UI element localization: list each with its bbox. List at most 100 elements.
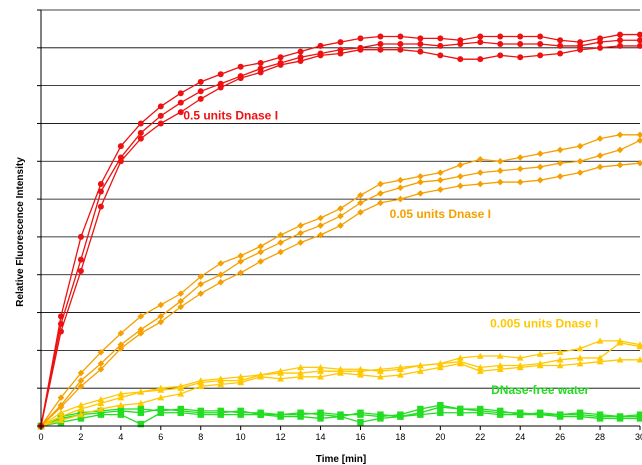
data-point	[437, 52, 444, 59]
data-point	[237, 411, 244, 418]
data-point	[357, 199, 364, 207]
data-point	[237, 258, 244, 265]
data-point	[277, 413, 284, 420]
data-point	[557, 42, 564, 49]
data-point	[57, 403, 65, 411]
data-point	[337, 222, 344, 229]
data-point	[117, 158, 124, 165]
data-point	[576, 142, 584, 150]
data-point	[257, 258, 264, 265]
data-point	[517, 33, 524, 40]
data-point	[496, 178, 504, 186]
data-point	[97, 180, 104, 187]
data-point	[197, 88, 204, 95]
data-point	[317, 214, 324, 222]
data-point	[497, 411, 504, 418]
data-point	[596, 163, 604, 171]
data-point	[257, 243, 264, 250]
data-point	[437, 176, 444, 184]
data-point	[57, 416, 65, 424]
data-point	[137, 405, 145, 413]
data-point	[217, 271, 224, 279]
data-point	[536, 150, 544, 158]
data-point	[77, 267, 84, 274]
data-point	[576, 345, 584, 352]
data-point	[377, 46, 384, 53]
data-point	[457, 405, 464, 413]
data-point	[157, 386, 165, 393]
x-tick-label: 18	[395, 432, 405, 442]
data-point	[437, 409, 444, 416]
x-tick-label: 30	[635, 432, 642, 442]
data-point	[377, 41, 384, 48]
series-group	[37, 337, 642, 429]
data-point	[137, 326, 145, 333]
data-point	[137, 135, 144, 142]
data-point	[556, 362, 564, 369]
data-point	[237, 373, 245, 380]
data-point	[556, 159, 564, 167]
data-point	[177, 409, 184, 416]
data-point	[297, 363, 304, 371]
data-point	[557, 37, 564, 44]
data-point	[617, 31, 624, 38]
data-point	[317, 231, 324, 239]
data-point	[277, 367, 284, 374]
data-point	[297, 413, 304, 420]
data-point	[516, 354, 524, 361]
data-point	[157, 318, 165, 326]
data-point	[297, 239, 304, 246]
data-point	[197, 411, 204, 418]
data-point	[536, 350, 544, 357]
data-point	[177, 390, 185, 397]
series-label: 0.5 units Dnase I	[183, 109, 278, 123]
data-point	[596, 358, 604, 365]
data-point	[217, 411, 224, 418]
data-point	[596, 411, 604, 418]
data-point	[177, 109, 184, 116]
data-point	[397, 33, 404, 40]
data-point	[277, 248, 284, 256]
data-point	[177, 99, 184, 106]
data-point	[596, 354, 604, 361]
data-point	[137, 129, 144, 136]
data-point	[517, 54, 524, 61]
data-point	[636, 411, 642, 418]
data-point	[536, 176, 544, 184]
data-point	[417, 48, 424, 55]
data-point	[77, 256, 84, 263]
data-point	[257, 248, 264, 256]
data-point	[277, 61, 284, 68]
data-point	[616, 146, 624, 154]
x-tick-label: 28	[595, 432, 605, 442]
data-point	[177, 303, 185, 311]
data-point	[177, 384, 185, 391]
data-point	[636, 137, 642, 144]
data-point	[557, 50, 564, 57]
data-point	[137, 409, 145, 416]
data-point	[617, 42, 624, 49]
data-point	[476, 352, 484, 359]
data-point	[477, 39, 484, 46]
data-point	[117, 390, 125, 397]
data-point	[377, 373, 384, 380]
data-point	[317, 222, 324, 229]
data-point	[137, 420, 145, 428]
series-label: DNase-free water	[491, 383, 589, 397]
data-point	[117, 411, 125, 418]
data-point	[77, 401, 85, 408]
data-point	[576, 360, 584, 367]
data-point	[436, 363, 444, 371]
x-tick-label: 24	[515, 432, 525, 442]
data-point	[297, 409, 304, 416]
data-point	[57, 328, 64, 335]
x-axis-title: Time [min]	[316, 454, 366, 465]
data-point	[137, 120, 144, 127]
data-point	[597, 39, 604, 46]
data-point	[157, 394, 165, 401]
series-group	[38, 31, 642, 429]
data-point	[417, 41, 424, 48]
data-point	[616, 415, 624, 422]
data-point	[97, 396, 105, 403]
data-point	[437, 42, 444, 49]
